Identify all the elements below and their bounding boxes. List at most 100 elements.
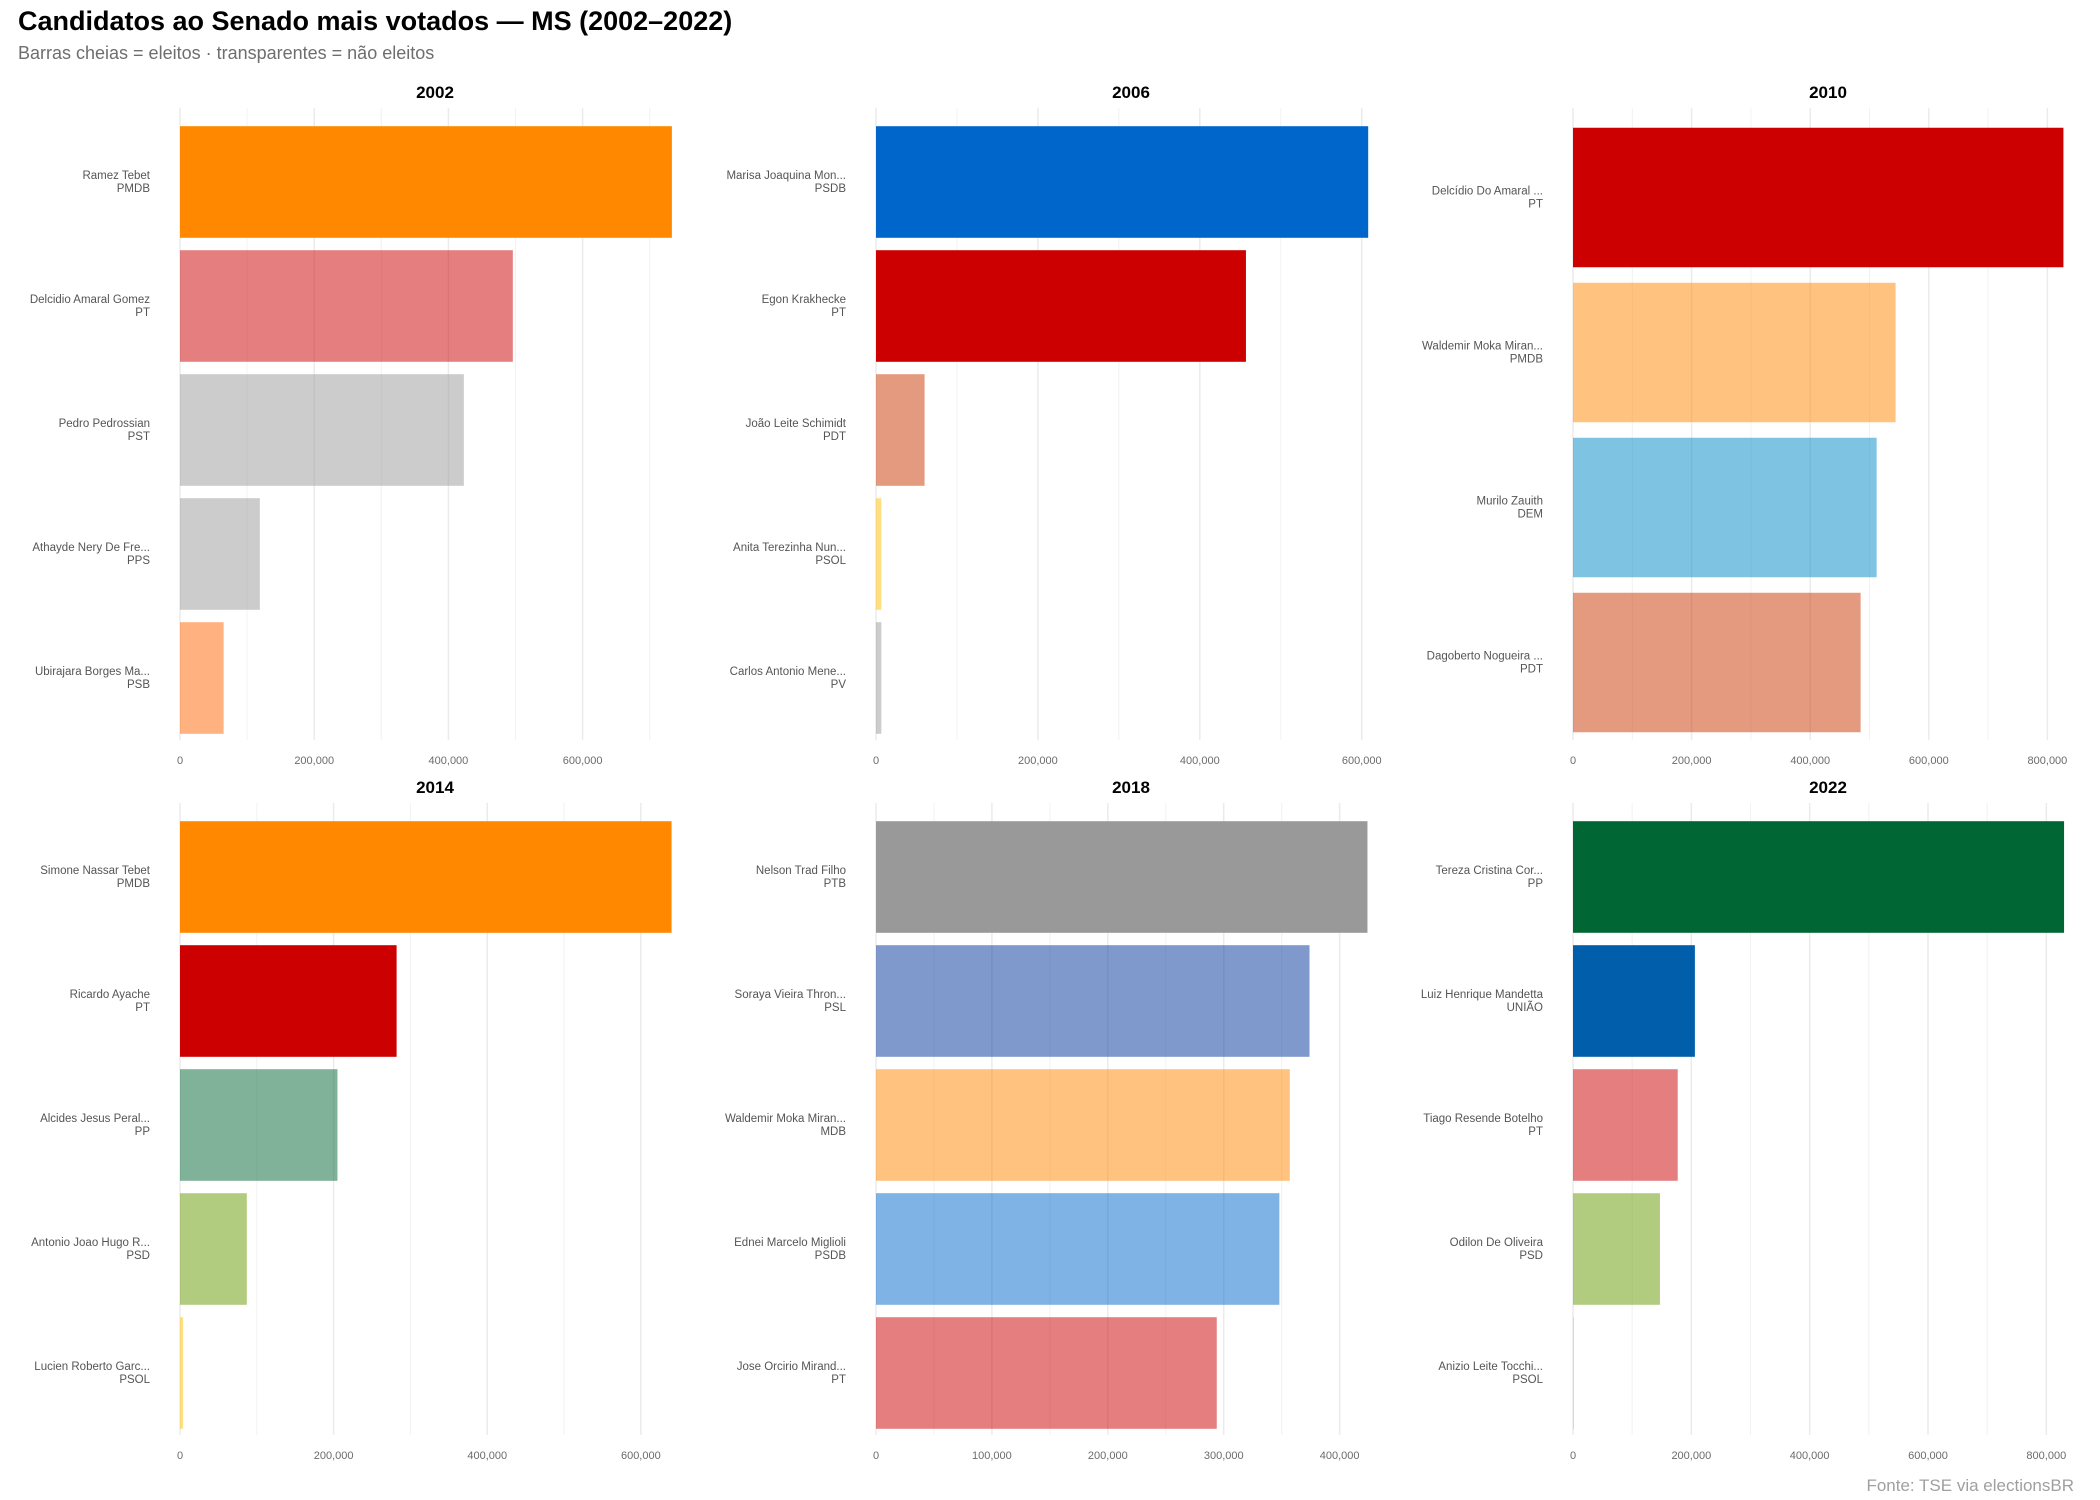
- bar-psd: [1573, 1193, 1660, 1305]
- x-tick-label: 600,000: [563, 755, 603, 767]
- bar-pt: [876, 250, 1246, 362]
- party-label: PDT: [1520, 664, 1543, 676]
- party-label: DEM: [1517, 509, 1543, 521]
- x-tick-label: 0: [1570, 1450, 1576, 1462]
- party-label: PSL: [824, 1002, 846, 1014]
- bar-dem: [1573, 437, 1877, 578]
- party-label: PSB: [127, 679, 150, 691]
- facet-title: 2006: [1112, 83, 1150, 102]
- chart-subtitle: Barras cheias = eleitos · transparentes …: [18, 43, 435, 63]
- party-label: PMDB: [117, 878, 151, 890]
- x-tick-label: 0: [873, 1450, 879, 1462]
- bar-pmdb: [180, 821, 672, 933]
- candidate-name-label: João Leite Schimidt: [746, 418, 847, 430]
- party-label: PTB: [824, 878, 847, 890]
- party-label: PDT: [823, 431, 846, 443]
- bar-pv: [876, 622, 882, 734]
- bar-pp: [180, 1069, 338, 1181]
- bar-ptb: [876, 821, 1368, 933]
- candidate-name-label: Simone Nassar Tebet: [40, 865, 151, 877]
- x-tick-label: 200,000: [314, 1450, 354, 1462]
- bar-pt: [876, 1317, 1217, 1429]
- candidate-name-label: Ubirajara Borges Ma...: [35, 666, 150, 678]
- x-tick-label: 600,000: [1342, 755, 1382, 767]
- party-label: PMDB: [117, 183, 151, 195]
- candidate-name-label: Egon Krakhecke: [762, 294, 846, 306]
- candidate-name-label: Soraya Vieira Thron...: [735, 989, 846, 1001]
- party-label: MDB: [820, 1126, 846, 1138]
- x-tick-label: 400,000: [1790, 755, 1830, 767]
- candidate-name-label: Delcídio Do Amaral ...: [1432, 186, 1543, 198]
- x-tick-label: 300,000: [1204, 1450, 1244, 1462]
- facet-title: 2018: [1112, 778, 1150, 797]
- party-label: PT: [135, 1002, 150, 1014]
- x-tick-label: 800,000: [2028, 755, 2068, 767]
- bar-união: [1573, 945, 1695, 1057]
- bar-mdb: [876, 1069, 1290, 1181]
- party-label: PSOL: [1512, 1374, 1543, 1386]
- party-label: UNIÃO: [1507, 1001, 1543, 1014]
- x-tick-label: 800,000: [2026, 1450, 2066, 1462]
- candidate-name-label: Tiago Resende Botelho: [1423, 1113, 1543, 1125]
- bar-pst: [180, 374, 464, 486]
- bar-psl: [876, 945, 1310, 1057]
- bar-psol: [1573, 1317, 1574, 1429]
- candidate-name-label: Jose Orcirio Mirand...: [737, 1361, 846, 1373]
- party-label: PP: [135, 1126, 151, 1138]
- x-tick-label: 100,000: [972, 1450, 1012, 1462]
- bar-psb: [180, 622, 224, 734]
- bar-psdb: [876, 1193, 1280, 1305]
- x-tick-label: 0: [873, 755, 879, 767]
- bar-pdt: [1573, 592, 1861, 733]
- bar-psd: [180, 1193, 247, 1305]
- candidate-name-label: Anita Terezinha Nun...: [733, 542, 846, 554]
- candidate-name-label: Ednei Marcelo Miglioli: [734, 1237, 846, 1249]
- facet-title: 2014: [416, 778, 454, 797]
- facet-title: 2010: [1809, 83, 1847, 102]
- x-tick-label: 200,000: [1672, 755, 1712, 767]
- x-tick-label: 600,000: [621, 1450, 661, 1462]
- bar-pp: [1573, 821, 2065, 933]
- x-tick-label: 0: [177, 1450, 183, 1462]
- party-label: PSOL: [119, 1374, 150, 1386]
- x-tick-label: 400,000: [1790, 1450, 1830, 1462]
- party-label: PSD: [1519, 1250, 1543, 1262]
- candidate-name-label: Ramez Tebet: [82, 170, 150, 182]
- party-label: PT: [831, 307, 846, 319]
- x-tick-label: 400,000: [467, 1450, 507, 1462]
- x-tick-label: 400,000: [1320, 1450, 1360, 1462]
- candidate-name-label: Antonio Joao Hugo R...: [31, 1237, 150, 1249]
- bar-pdt: [876, 374, 925, 486]
- candidate-name-label: Dagoberto Nogueira ...: [1427, 651, 1543, 663]
- bar-pmdb: [1573, 282, 1896, 423]
- bar-pmdb: [180, 126, 672, 238]
- candidate-name-label: Waldemir Moka Miran...: [725, 1113, 846, 1125]
- x-tick-label: 200,000: [1018, 755, 1058, 767]
- party-label: PSD: [126, 1250, 150, 1262]
- x-tick-label: 200,000: [1088, 1450, 1128, 1462]
- candidate-name-label: Alcides Jesus Peral...: [40, 1113, 150, 1125]
- x-tick-label: 200,000: [1671, 1450, 1711, 1462]
- candidate-name-label: Tereza Cristina Cor...: [1436, 865, 1543, 877]
- party-label: PPS: [127, 555, 150, 567]
- x-tick-label: 400,000: [1180, 755, 1220, 767]
- candidate-name-label: Nelson Trad Filho: [756, 865, 846, 877]
- x-tick-label: 400,000: [429, 755, 469, 767]
- candidate-name-label: Delcidio Amaral Gomez: [30, 294, 150, 306]
- x-tick-label: 200,000: [294, 755, 334, 767]
- party-label: PMDB: [1510, 354, 1544, 366]
- party-label: PST: [128, 431, 150, 443]
- party-label: PV: [831, 679, 847, 691]
- bar-psdb: [876, 126, 1369, 238]
- candidate-name-label: Murilo Zauith: [1477, 496, 1543, 508]
- party-label: PT: [831, 1374, 846, 1386]
- party-label: PT: [1528, 199, 1543, 211]
- party-label: PSDB: [815, 183, 847, 195]
- party-label: PT: [135, 307, 150, 319]
- bar-pps: [180, 498, 260, 610]
- party-label: PP: [1528, 878, 1544, 890]
- candidate-name-label: Ricardo Ayache: [70, 989, 150, 1001]
- candidate-name-label: Odilon De Oliveira: [1450, 1237, 1544, 1249]
- bar-pt: [180, 945, 397, 1057]
